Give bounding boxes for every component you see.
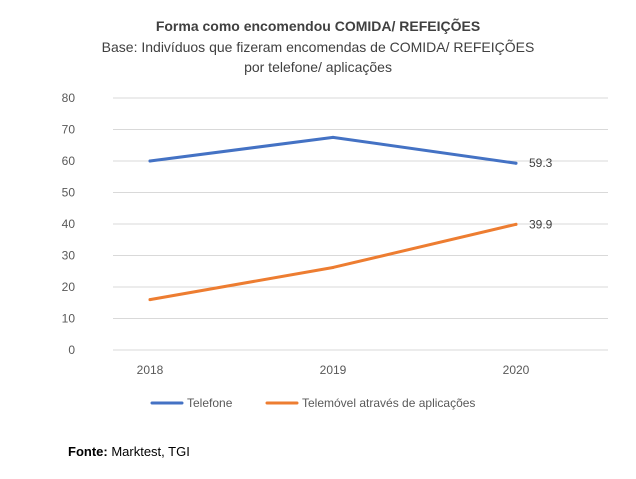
series-line-2 (148, 222, 518, 302)
data-label: 59.3 (529, 156, 553, 170)
legend-label: Telefone (187, 396, 233, 410)
y-tick-label: 10 (62, 312, 76, 326)
source-label: Fonte: (68, 444, 108, 459)
y-tick-label: 0 (68, 343, 75, 357)
y-tick-label: 30 (62, 249, 76, 263)
legend-label: Telemóvel através de aplicações (302, 396, 475, 410)
y-tick-label: 80 (62, 91, 76, 105)
y-tick-label: 70 (62, 123, 76, 137)
data-point (148, 159, 152, 163)
series-line-1 (148, 135, 518, 165)
chart-title: Forma como encomendou COMIDA/ REFEIÇÕES (156, 17, 480, 34)
data-point (148, 298, 152, 302)
x-tick-label: 2020 (503, 363, 530, 377)
data-point (514, 222, 518, 226)
data-point (331, 265, 335, 269)
data-label: 39.9 (529, 217, 553, 231)
y-tick-label: 40 (62, 217, 76, 231)
y-tick-label: 20 (62, 280, 76, 294)
x-tick-label: 2018 (137, 363, 164, 377)
y-tick-label: 60 (62, 154, 76, 168)
source-text: Marktest, TGI (107, 444, 190, 459)
chart-subtitle: Base: Indivíduos que fizeram encomendas … (102, 39, 535, 55)
data-point (331, 135, 335, 139)
x-tick-label: 2019 (320, 363, 347, 377)
chart-subtitle: por telefone/ aplicações (244, 59, 392, 75)
data-point (514, 161, 518, 165)
source-note: Fonte: Marktest, TGI (68, 444, 190, 459)
y-tick-label: 50 (62, 186, 76, 200)
line-chart: Forma como encomendou COMIDA/ REFEIÇÕES B… (62, 17, 608, 410)
